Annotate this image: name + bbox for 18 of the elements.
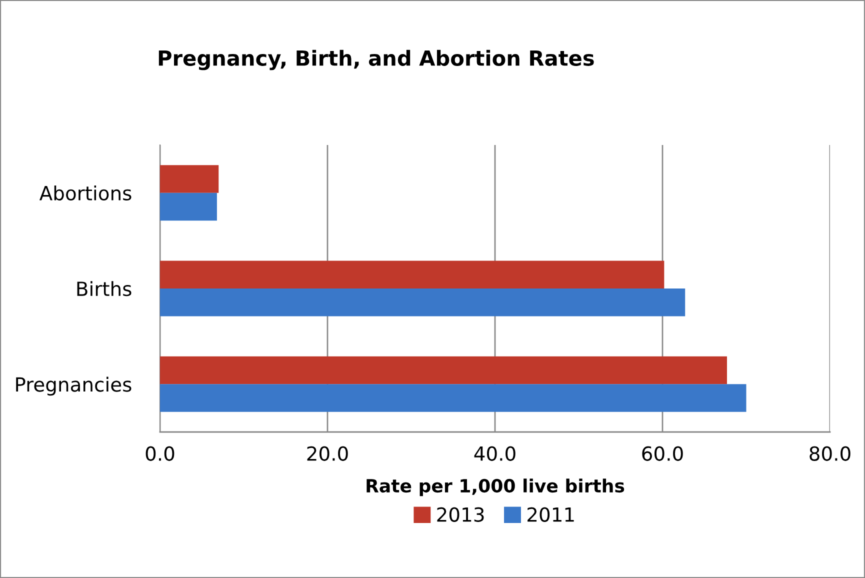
x-tick-label: 40.0 <box>474 446 516 461</box>
bar <box>160 165 219 193</box>
bar <box>160 288 686 316</box>
x-tick-label: 0.0 <box>146 446 174 461</box>
chart-title: Pregnancy, Birth, and Abortion Rates <box>158 50 594 70</box>
bar <box>160 384 746 412</box>
x-tick-label: 20.0 <box>307 446 348 461</box>
x-axis-title: Rate per 1,000 live births <box>366 478 624 496</box>
y-tick-label: Births <box>77 281 132 296</box>
legend-label: 2011 <box>528 507 574 522</box>
bar <box>160 356 727 384</box>
x-tick-label: 80.0 <box>810 446 850 461</box>
y-tick-label: Abortions <box>39 185 132 200</box>
y-tick-label: Pregnancies <box>16 376 132 396</box>
bar <box>160 192 217 221</box>
x-tick-label: 60.0 <box>642 446 683 461</box>
bar <box>160 260 664 288</box>
legend-label: 2013 <box>437 507 484 522</box>
